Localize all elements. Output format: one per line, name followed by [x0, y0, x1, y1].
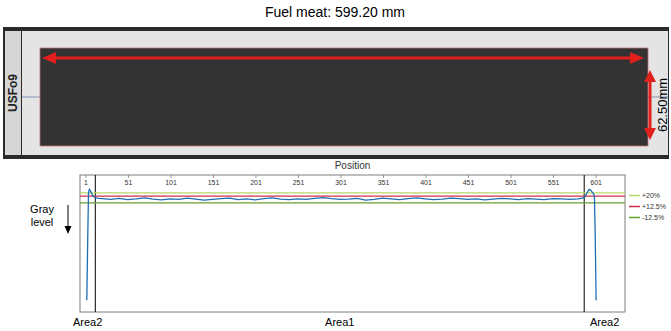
- x-tick: [596, 175, 597, 178]
- x-tick-label: 401: [420, 179, 432, 186]
- x-tick: [426, 175, 427, 178]
- x-tick-label: 501: [505, 179, 517, 186]
- x-tick-label: 251: [293, 179, 305, 186]
- x-tick: [341, 175, 342, 178]
- x-tick: [85, 175, 86, 178]
- x-tick: [298, 175, 299, 178]
- x-tick: [170, 175, 171, 178]
- x-tick: [255, 175, 256, 178]
- x-tick-label: 1: [84, 179, 88, 186]
- legend-label: -12.5%: [642, 214, 664, 221]
- x-axis-label: Position: [335, 160, 371, 171]
- y-axis-label-part: level: [31, 216, 54, 228]
- x-tick: [468, 175, 469, 178]
- photo-frame: [3, 27, 669, 159]
- x-tick-label: 151: [208, 179, 220, 186]
- legend-swatch: [629, 206, 640, 208]
- x-tick: [213, 175, 214, 178]
- length-arrow: [52, 57, 634, 60]
- reference-line: [80, 202, 625, 203]
- arrow-head: [42, 52, 56, 64]
- x-tick-label: 301: [335, 179, 347, 186]
- fuel-meat: [40, 48, 648, 146]
- x-tick-label: 351: [378, 179, 390, 186]
- x-tick: [511, 175, 512, 178]
- figure: Fuel meat: 599.20 mm USFo9 62.50mm Position…: [0, 0, 671, 331]
- x-tick: [128, 175, 129, 178]
- center-line: [22, 97, 40, 98]
- x-tick-label: 601: [590, 179, 602, 186]
- area-label: Area2: [73, 316, 102, 328]
- x-tick-label: 551: [548, 179, 560, 186]
- photo-label-strip: [5, 31, 21, 155]
- arrow-head: [630, 52, 644, 64]
- x-tick-label: 51: [125, 179, 133, 186]
- reference-line: [80, 192, 625, 193]
- plot-area: [80, 189, 625, 299]
- width-arrow: [649, 80, 652, 130]
- x-tick-label: 201: [250, 179, 262, 186]
- plate-id: USFo9: [6, 74, 20, 112]
- area-label: Area1: [325, 316, 354, 328]
- legend-label: +20%: [642, 192, 660, 199]
- reference-line: [80, 195, 625, 196]
- legend-swatch: [629, 217, 640, 219]
- area-label: Area2: [590, 316, 619, 328]
- x-tick-label: 451: [463, 179, 475, 186]
- x-tick: [553, 175, 554, 178]
- width-label: 62.50mm: [655, 78, 670, 132]
- plot-frame: [80, 175, 625, 312]
- legend-label: +12.5%: [642, 203, 666, 210]
- arrow-head: [65, 226, 72, 234]
- x-tick: [383, 175, 384, 178]
- y-axis-label-part: Gray: [30, 203, 54, 215]
- title: Fuel meat: 599.20 mm: [265, 4, 405, 20]
- y-axis-label: Graylevel: [30, 203, 54, 228]
- profile-line: [86, 189, 597, 299]
- legend-swatch: [629, 195, 640, 197]
- x-tick-label: 101: [165, 179, 177, 186]
- photo-plate: [22, 31, 668, 155]
